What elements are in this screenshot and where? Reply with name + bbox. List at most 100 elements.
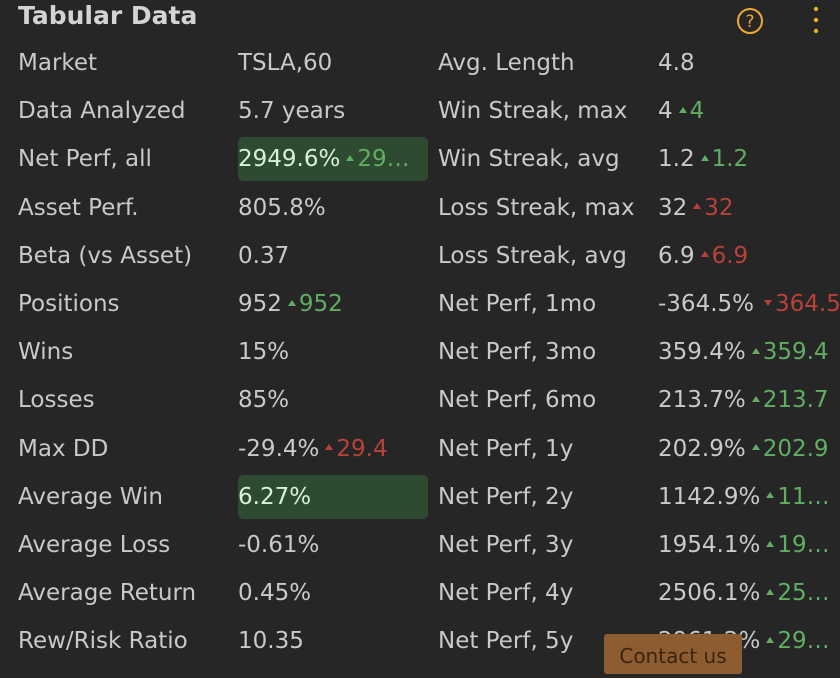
delta-text: 19… bbox=[777, 532, 830, 558]
cell-value: 4.8 bbox=[658, 48, 695, 78]
cell-value: -0.61% bbox=[238, 530, 319, 560]
trend-arrow bbox=[751, 347, 760, 354]
cell-value: 805.8% bbox=[238, 193, 326, 223]
value-text: 1142.9% bbox=[658, 483, 761, 510]
trend-arrow bbox=[346, 154, 355, 161]
cell-label: Avg. Length bbox=[438, 50, 575, 76]
menu-icon[interactable] bbox=[813, 6, 819, 34]
cell-label: Market bbox=[18, 50, 98, 76]
cell-value: 32 32 bbox=[658, 193, 734, 223]
cell-label: Win Streak, max bbox=[438, 98, 628, 125]
trend-arrow bbox=[764, 299, 772, 306]
cell-label: Net Perf, 5y bbox=[438, 628, 574, 655]
value-text: 15% bbox=[238, 339, 290, 366]
value-text: 1954.1% bbox=[658, 532, 761, 558]
delta-text: 1.2 bbox=[711, 146, 749, 173]
cell-value: -364.5% 364.5 bbox=[658, 289, 840, 319]
value-text: 2949.6% bbox=[238, 146, 341, 173]
value-text: 4.8 bbox=[658, 50, 695, 76]
cell-value: TSLA,60 bbox=[238, 48, 332, 78]
delta-text: 6.9 bbox=[711, 242, 749, 269]
delta-text: 364.5 bbox=[775, 291, 840, 317]
delta-text: 29… bbox=[777, 628, 830, 655]
delta-text: 29.4 bbox=[336, 435, 388, 462]
delta-text: 29… bbox=[357, 146, 410, 173]
cell-label: Average Return bbox=[18, 580, 197, 607]
cell-value: 10.35 bbox=[238, 626, 304, 656]
value-text: 805.8% bbox=[238, 194, 326, 221]
trend-arrow bbox=[693, 203, 702, 210]
value-text: 6.27% bbox=[238, 483, 312, 510]
cell-value: 1142.9% 11… bbox=[658, 482, 830, 512]
delta-text: 4 bbox=[689, 98, 705, 125]
contact-button[interactable]: Contact us bbox=[604, 634, 742, 674]
value-text: TSLA,60 bbox=[238, 50, 333, 76]
value-text: 6.9 bbox=[658, 242, 695, 269]
delta-text: 359.4 bbox=[762, 339, 829, 366]
trend-arrow bbox=[678, 106, 687, 113]
cell-value: 2949.6% 29… bbox=[238, 144, 410, 174]
value-text: 10.35 bbox=[238, 628, 304, 655]
cell-value: 359.4% 359.4 bbox=[658, 337, 829, 367]
panel-title: Tabular Data bbox=[18, 1, 198, 30]
cell-label: Win Streak, avg bbox=[438, 146, 620, 173]
value-text: -0.61% bbox=[238, 532, 320, 558]
cell-value: 6.27% bbox=[238, 482, 311, 512]
cell-label: Data Analyzed bbox=[18, 98, 186, 125]
cell-value: 0.45% bbox=[238, 578, 311, 608]
value-text: 0.37 bbox=[238, 242, 290, 269]
help-icon[interactable] bbox=[737, 8, 763, 34]
cell-label: Net Perf, 1mo bbox=[438, 291, 597, 317]
cell-value: 1.2 1.2 bbox=[658, 144, 748, 174]
value-text: 5.7 years bbox=[238, 98, 346, 125]
cell-label: Net Perf, 3y bbox=[438, 532, 574, 558]
trend-arrow bbox=[766, 588, 775, 595]
cell-label: Asset Perf. bbox=[18, 194, 139, 221]
delta-text: 32 bbox=[704, 194, 734, 221]
delta-text: 11… bbox=[777, 483, 830, 510]
delta-text: 202.9 bbox=[762, 435, 829, 462]
value-text: 32 bbox=[658, 194, 688, 221]
trend-arrow bbox=[751, 395, 760, 402]
cell-label: Losses bbox=[18, 387, 95, 414]
trend-arrow bbox=[700, 154, 709, 161]
value-text: 213.7% bbox=[658, 387, 746, 414]
cell-label: Net Perf, 6mo bbox=[438, 387, 597, 414]
trend-arrow bbox=[766, 540, 775, 547]
cell-label: Beta (vs Asset) bbox=[18, 242, 193, 269]
trend-arrow bbox=[766, 492, 775, 499]
value-text: 4 bbox=[658, 98, 673, 125]
cell-label: Average Loss bbox=[18, 532, 171, 558]
cell-value: 0.37 bbox=[238, 241, 289, 271]
cell-label: Net Perf, 1y bbox=[438, 435, 574, 462]
cell-value: -29.4% 29.4 bbox=[238, 434, 388, 464]
cell-value: 1954.1% 19… bbox=[658, 530, 830, 560]
cell-value: 5.7 years bbox=[238, 96, 345, 126]
cell-value: 202.9% 202.9 bbox=[658, 434, 829, 464]
trend-arrow bbox=[766, 636, 775, 643]
cell-label: Max DD bbox=[18, 435, 109, 462]
cell-label: Net Perf, 2y bbox=[438, 483, 574, 510]
cell-label: Net Perf, 4y bbox=[438, 580, 574, 607]
delta-text: 952 bbox=[298, 291, 343, 317]
value-text: 952 bbox=[238, 291, 282, 317]
page: Tabular Data ? Market TSLA,60 Avg. Length 4… bbox=[18, 1, 840, 674]
svg-text:?: ? bbox=[745, 12, 754, 32]
trend-arrow bbox=[751, 444, 760, 451]
cell-label: Net Perf, all bbox=[18, 146, 152, 173]
value-text: 202.9% bbox=[658, 435, 746, 462]
cell-label: Net Perf, 3mo bbox=[438, 339, 597, 366]
trend-arrow bbox=[325, 444, 334, 451]
cell-label: Average Win bbox=[18, 483, 163, 510]
value-text: 0.45% bbox=[238, 580, 312, 607]
highlight-box bbox=[238, 474, 428, 519]
cell-value: 15% bbox=[238, 337, 289, 367]
cell-value: 952 952 bbox=[238, 289, 343, 319]
value-text: 2506.1% bbox=[658, 580, 761, 607]
cell-value: 6.9 6.9 bbox=[658, 241, 748, 271]
cell-value: 85% bbox=[238, 385, 289, 415]
value-text: 85% bbox=[238, 387, 290, 414]
value-text: 359.4% bbox=[658, 339, 746, 366]
cell-value: 2506.1% 25… bbox=[658, 578, 830, 608]
